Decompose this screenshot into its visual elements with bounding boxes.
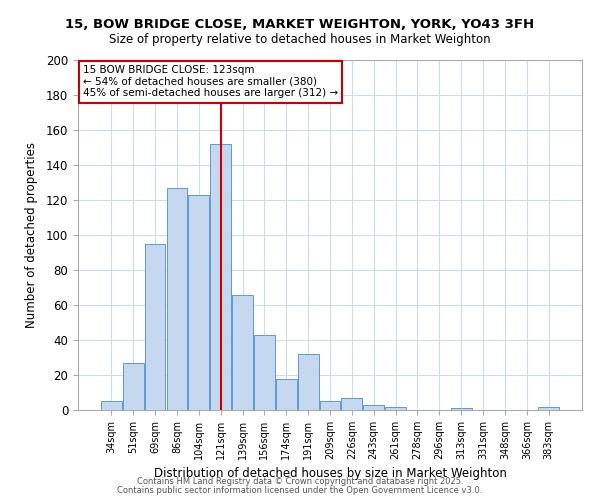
X-axis label: Distribution of detached houses by size in Market Weighton: Distribution of detached houses by size … — [154, 468, 506, 480]
Bar — [167, 188, 187, 410]
Bar — [145, 244, 166, 410]
Bar — [341, 398, 362, 410]
Bar — [364, 405, 384, 410]
Bar — [123, 363, 143, 410]
Bar — [188, 194, 209, 410]
Y-axis label: Number of detached properties: Number of detached properties — [25, 142, 38, 328]
Bar — [232, 294, 253, 410]
Text: 15 BOW BRIDGE CLOSE: 123sqm
← 54% of detached houses are smaller (380)
45% of se: 15 BOW BRIDGE CLOSE: 123sqm ← 54% of det… — [83, 66, 338, 98]
Text: Contains public sector information licensed under the Open Government Licence v3: Contains public sector information licen… — [118, 486, 482, 495]
Bar — [210, 144, 231, 410]
Bar — [276, 378, 296, 410]
Text: 15, BOW BRIDGE CLOSE, MARKET WEIGHTON, YORK, YO43 3FH: 15, BOW BRIDGE CLOSE, MARKET WEIGHTON, Y… — [65, 18, 535, 30]
Bar — [298, 354, 319, 410]
Bar — [385, 406, 406, 410]
Bar — [451, 408, 472, 410]
Text: Contains HM Land Registry data © Crown copyright and database right 2025.: Contains HM Land Registry data © Crown c… — [137, 477, 463, 486]
Bar — [320, 401, 340, 410]
Text: Size of property relative to detached houses in Market Weighton: Size of property relative to detached ho… — [109, 32, 491, 46]
Bar — [538, 406, 559, 410]
Bar — [254, 335, 275, 410]
Bar — [101, 401, 122, 410]
